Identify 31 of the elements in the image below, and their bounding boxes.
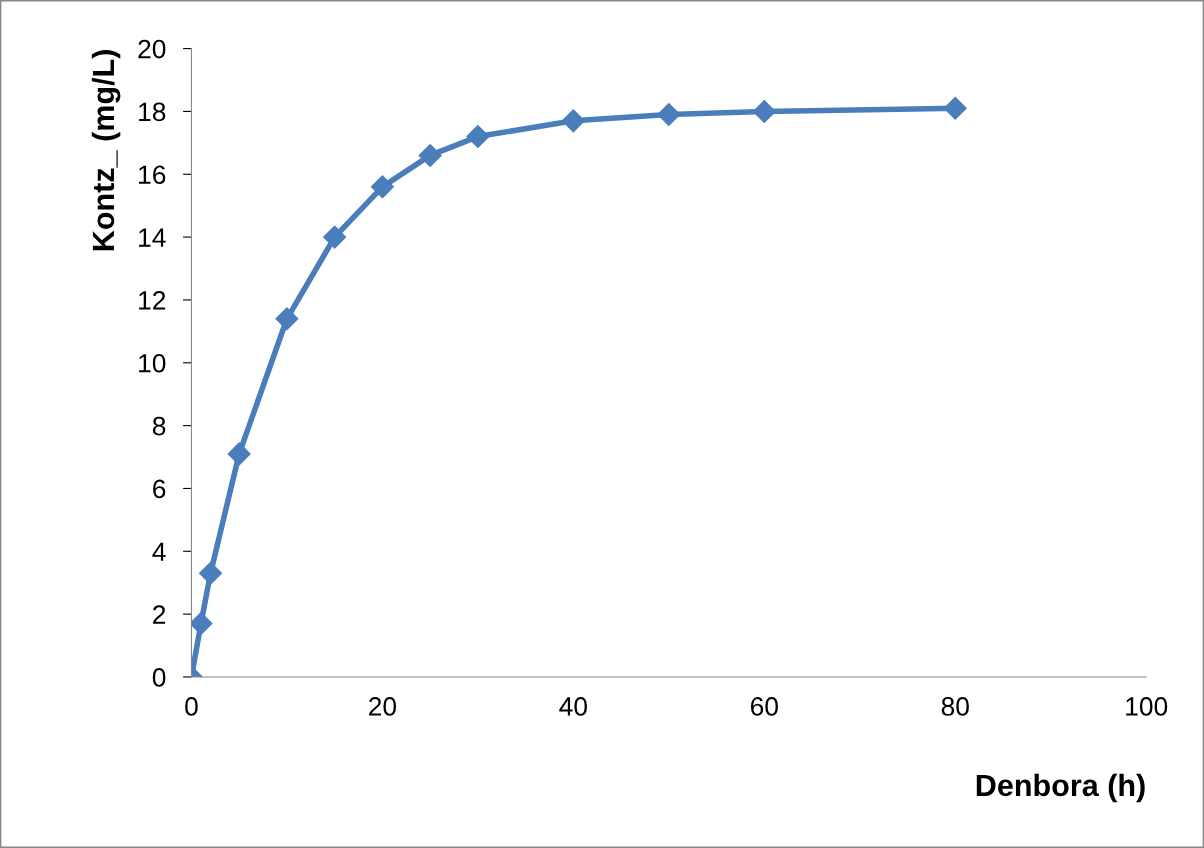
x-tick-label: 100 — [1126, 697, 1168, 716]
point — [191, 612, 213, 636]
y-tick-label: 4 — [152, 542, 166, 561]
y-tick-label: 20 — [138, 39, 166, 59]
y-tick-label: 6 — [153, 479, 166, 499]
x-axis-title: Denbora (h) — [976, 773, 1145, 803]
point — [752, 99, 776, 123]
x-tick-label: 80 — [941, 697, 969, 716]
point — [466, 125, 490, 149]
point — [418, 143, 442, 167]
point — [943, 96, 967, 120]
point — [561, 109, 585, 133]
y-tick-label: 16 — [139, 165, 166, 185]
point — [370, 175, 394, 199]
y-tick-label: 10 — [139, 353, 166, 373]
point — [323, 225, 347, 249]
x-tick-label: 0 — [185, 697, 198, 716]
x-tick-label: 60 — [750, 697, 778, 716]
y-tick-label: 14 — [139, 228, 166, 247]
y-tick-label: 0 — [152, 668, 166, 687]
y-tick-label: 2 — [153, 605, 166, 624]
point — [657, 103, 681, 127]
y-tick-label: 8 — [152, 416, 166, 436]
point — [227, 442, 251, 466]
point — [275, 307, 299, 331]
point — [199, 561, 223, 585]
y-tick-label: 12 — [139, 291, 166, 310]
y-axis-title: Kontz_ (mg/L) — [91, 50, 121, 251]
y-tick-label: 18 — [139, 102, 166, 122]
x-tick-label: 20 — [369, 697, 397, 716]
x-tick-label: 40 — [559, 697, 587, 716]
